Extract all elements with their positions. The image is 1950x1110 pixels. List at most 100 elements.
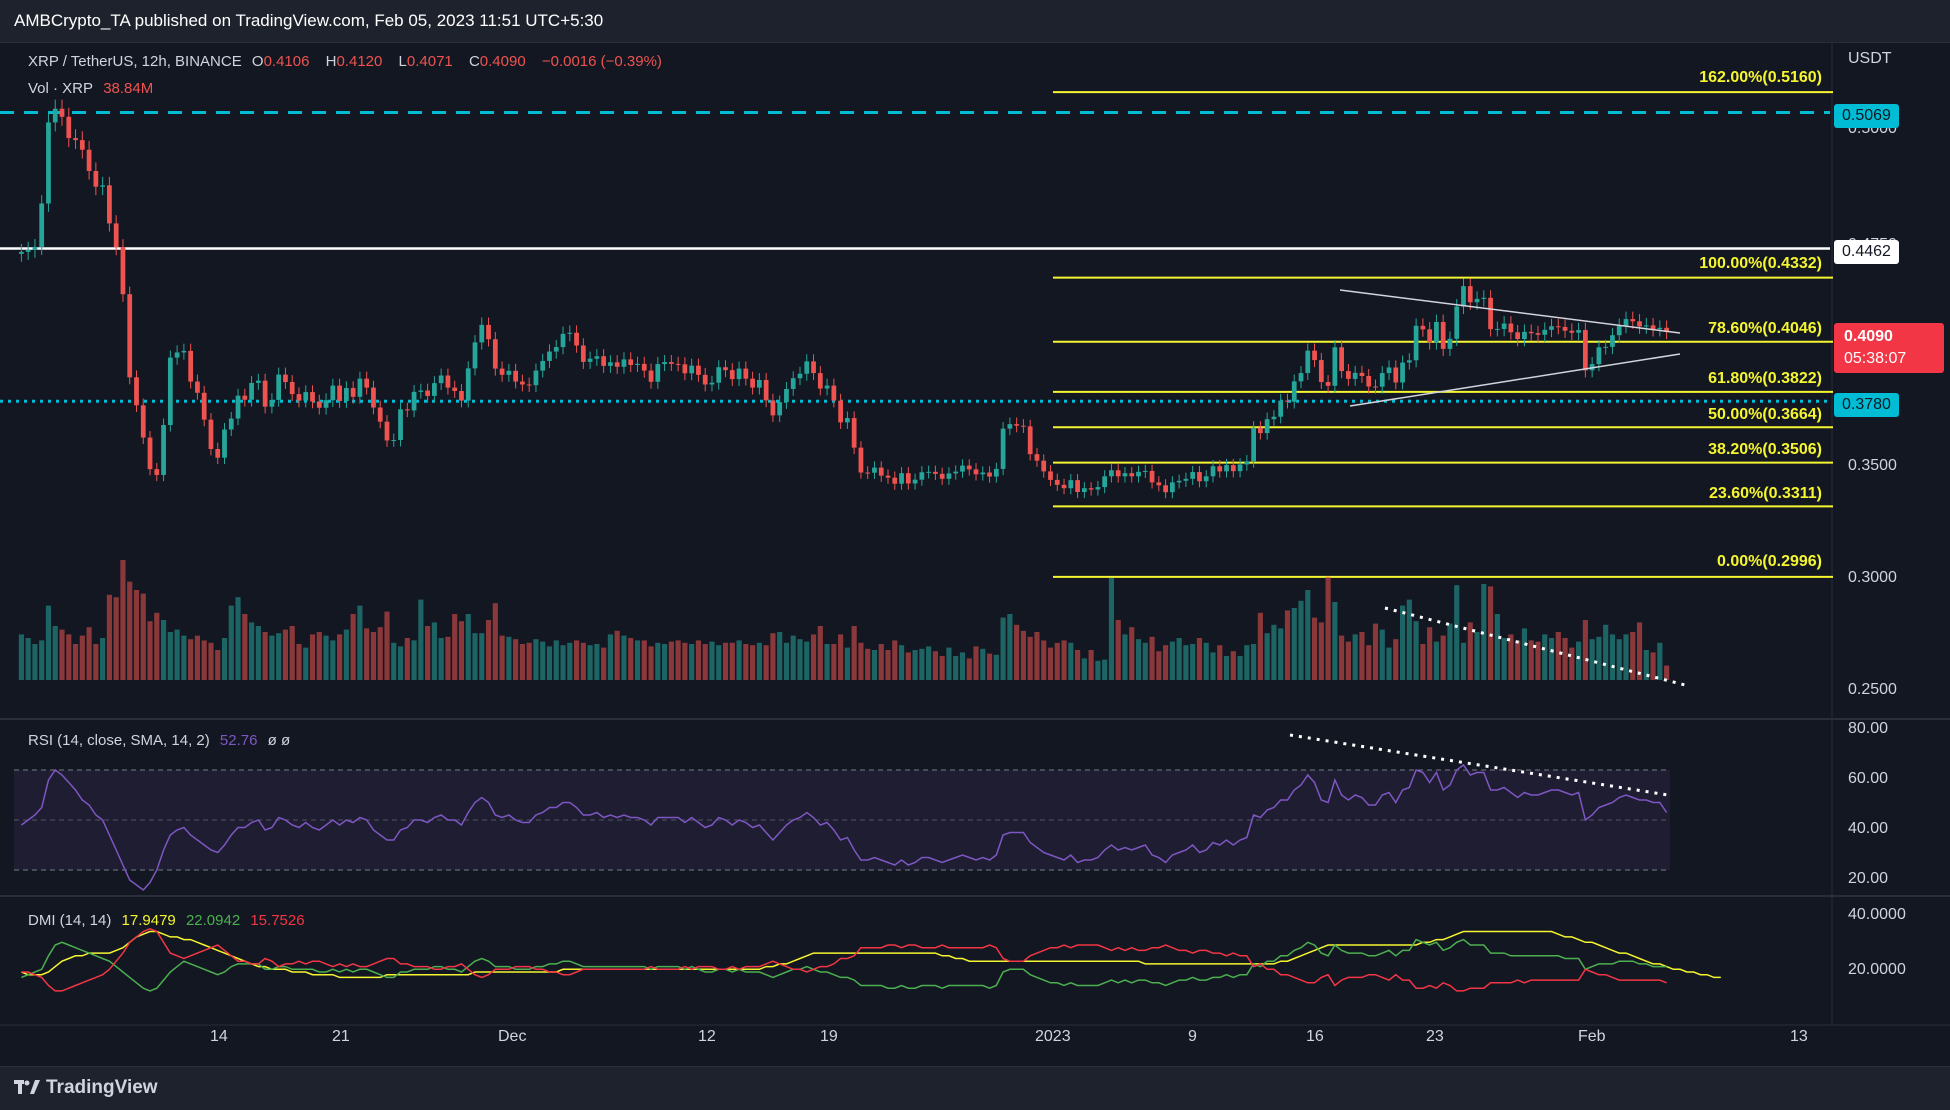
candle-body: [1359, 372, 1365, 376]
tradingview-logo[interactable]: TradingView: [14, 1077, 158, 1099]
dmi-label[interactable]: DMI (14, 14): [28, 912, 112, 929]
volume-bar: [1264, 633, 1270, 680]
volume-bar: [926, 646, 932, 680]
volume-bar: [1447, 623, 1453, 680]
volume-bar: [147, 621, 153, 680]
candle-body: [1210, 466, 1216, 477]
candle-body: [93, 171, 99, 187]
candle-body: [459, 390, 464, 401]
time-label-14: 14: [210, 1028, 228, 1045]
volume-bar: [628, 638, 634, 680]
volume-bar: [1454, 585, 1460, 680]
candle-body: [723, 367, 728, 371]
volume-bar: [1230, 651, 1236, 680]
candle-body: [1156, 482, 1162, 486]
volume-bar: [242, 614, 248, 680]
candle-body: [1122, 473, 1128, 477]
candle-body: [384, 421, 390, 441]
candle-body: [134, 377, 139, 406]
volume-bar: [573, 640, 580, 680]
fib-label-236: 23.60%(0.3311): [1709, 485, 1822, 502]
volume-bar: [1271, 624, 1277, 680]
volume-bar: [472, 633, 478, 680]
candle-body: [580, 345, 586, 362]
candle-body: [1318, 360, 1324, 383]
time-label-dec: Dec: [498, 1028, 527, 1045]
candle-body: [289, 382, 295, 395]
volume-bar: [689, 644, 695, 680]
candle-body: [608, 362, 613, 366]
candle-body: [682, 364, 688, 374]
candle-body: [560, 333, 566, 348]
candle-body: [188, 350, 194, 382]
volume-bar: [1555, 632, 1561, 680]
volume-bar: [1413, 621, 1419, 680]
volume-bar: [1176, 638, 1182, 680]
triangle-lower-trendline: [1349, 353, 1681, 407]
volume-bar: [695, 640, 702, 680]
volume-bar: [1305, 590, 1311, 680]
volume-bar: [1460, 642, 1467, 680]
volume-bar: [1359, 632, 1365, 680]
candle-body: [756, 380, 762, 388]
rsi-label[interactable]: RSI (14, close, SMA, 14, 2): [28, 732, 210, 749]
candle-body: [364, 378, 370, 388]
volume-bar: [499, 635, 505, 680]
candle-body: [147, 437, 153, 470]
volume-bar: [980, 648, 986, 680]
candle-body: [743, 368, 749, 379]
volume-bar: [1108, 578, 1115, 680]
volume-bar: [1041, 640, 1047, 680]
volume-bar: [1636, 622, 1643, 680]
volume-bar: [1589, 639, 1595, 680]
candle-body: [1339, 347, 1345, 372]
volume-bar: [878, 644, 884, 680]
volume-bar: [296, 644, 302, 680]
volume-bar: [1311, 617, 1318, 680]
candle-body: [1467, 286, 1473, 303]
candle-body: [1400, 362, 1405, 383]
volume-bar: [1352, 634, 1358, 680]
volume-bar: [831, 644, 837, 680]
volume-bar: [1142, 642, 1148, 680]
symbol-label[interactable]: XRP / TetherUS, 12h, BINANCE: [28, 53, 242, 70]
volume-bar: [1433, 641, 1439, 680]
volume-bar: [1257, 612, 1263, 680]
chart-canvas[interactable]: [0, 42, 1950, 1066]
candle-body: [316, 401, 322, 408]
volume-bar: [797, 639, 803, 680]
candle-body: [1501, 323, 1507, 329]
candle-body: [1474, 298, 1480, 303]
candle-body: [770, 400, 776, 416]
candle-body: [933, 471, 938, 474]
close-value: 0.4090: [479, 53, 526, 70]
candle-body: [1081, 488, 1087, 492]
volume-bar: [431, 622, 437, 680]
volume-label[interactable]: Vol · XRP: [28, 80, 94, 97]
tradingview-logo-icon: [14, 1080, 40, 1094]
candle-body: [1346, 371, 1351, 379]
candle-body: [845, 418, 850, 423]
candle-body: [1088, 488, 1094, 490]
time-label-23: 23: [1426, 1028, 1444, 1045]
candle-body: [668, 362, 674, 364]
volume-bar: [1562, 638, 1568, 680]
candle-body: [1650, 325, 1656, 330]
candle-body: [1095, 487, 1101, 490]
volume-bar: [898, 645, 905, 680]
candle-body: [750, 378, 755, 388]
price-tick-3: 0.2500: [1848, 681, 1897, 698]
candle-body: [215, 448, 221, 458]
candle-body: [763, 380, 769, 401]
candle-body: [892, 477, 898, 484]
candle-body: [1664, 327, 1669, 332]
candle-body: [161, 425, 166, 475]
volume-bar: [1616, 639, 1622, 680]
volume-bar: [662, 644, 668, 680]
candle-body: [574, 332, 579, 346]
current-price-tag: 0.4090 05:38:07: [1834, 323, 1944, 373]
volume-bar: [72, 644, 79, 680]
volume-bar: [377, 627, 383, 680]
candle-body: [201, 392, 207, 420]
candle-body: [486, 324, 491, 340]
